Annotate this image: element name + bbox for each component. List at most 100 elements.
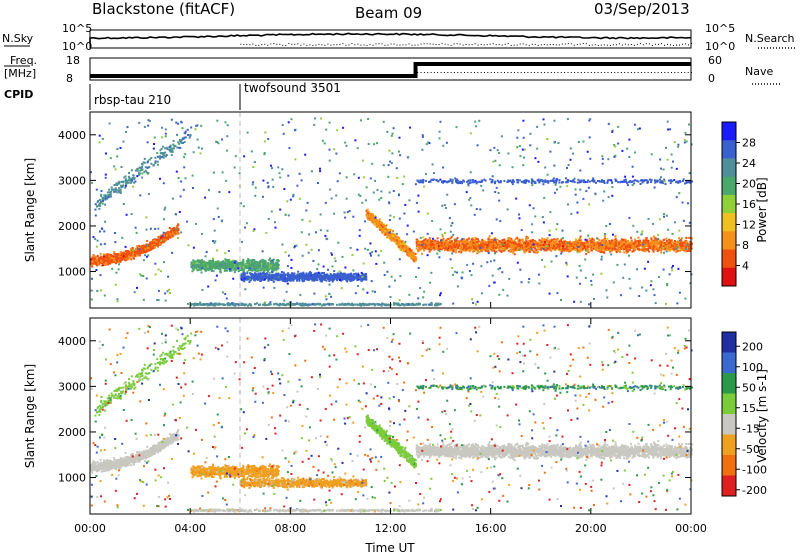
power-point xyxy=(320,280,322,282)
nave-point xyxy=(521,72,522,73)
noise-search-point xyxy=(342,43,343,44)
nave-point xyxy=(574,72,575,73)
noise-search-point xyxy=(382,43,383,44)
noise-left-tick-bottom: 10^0 xyxy=(62,40,92,53)
power-point xyxy=(99,199,101,201)
noise-search-point xyxy=(276,44,277,45)
nave-point xyxy=(578,72,579,73)
power-point xyxy=(97,255,99,257)
noise-search-point xyxy=(418,45,419,46)
nave-point xyxy=(434,72,435,73)
power-point xyxy=(165,237,167,239)
nave-point xyxy=(691,72,692,73)
power-point xyxy=(125,183,127,185)
power-point xyxy=(145,166,147,168)
power-point xyxy=(201,272,203,274)
power-point xyxy=(191,261,193,263)
power-point xyxy=(259,272,261,274)
power-point xyxy=(133,258,135,260)
nave-point xyxy=(404,74,405,75)
nave-point xyxy=(137,74,138,75)
nave-point xyxy=(628,72,629,73)
freq-label-2: [MHz] xyxy=(4,67,36,80)
power-point xyxy=(142,164,144,166)
nave-point xyxy=(594,72,595,73)
nave-point xyxy=(204,74,205,75)
power-point xyxy=(170,232,172,234)
power-point xyxy=(271,271,273,273)
power-point xyxy=(156,152,158,154)
noise-search-point xyxy=(348,45,349,46)
power-point xyxy=(308,275,310,277)
power-point xyxy=(341,275,343,277)
power-point xyxy=(91,266,93,268)
power-point xyxy=(122,184,124,186)
power-point xyxy=(276,259,278,261)
noise-search-point xyxy=(370,44,371,45)
power-point xyxy=(169,146,171,148)
power-point xyxy=(113,261,115,263)
power-point xyxy=(379,226,381,228)
noise-search-point xyxy=(580,44,581,45)
power-point xyxy=(238,263,240,265)
power-point xyxy=(231,265,233,267)
power-point xyxy=(259,262,261,264)
noise-search-point xyxy=(315,45,316,46)
nave-point xyxy=(534,72,535,73)
power-point xyxy=(121,181,123,183)
noise-search-point xyxy=(550,44,551,45)
noise-search-point xyxy=(463,45,464,46)
noise-search-point xyxy=(454,43,455,44)
power-point xyxy=(166,234,168,236)
nave-point xyxy=(394,74,395,75)
power-point xyxy=(104,204,106,206)
noise-search-point xyxy=(421,44,422,45)
noise-search-point xyxy=(330,45,331,46)
nave-point xyxy=(551,72,552,73)
nave-point xyxy=(174,74,175,75)
power-point xyxy=(121,257,123,259)
noise-search-point xyxy=(391,44,392,45)
nave-point xyxy=(658,72,659,73)
power-point xyxy=(262,265,264,267)
nave-point xyxy=(230,74,231,75)
freq-label-1: Freq. xyxy=(10,54,37,67)
power-point xyxy=(364,276,366,278)
power-point xyxy=(298,278,300,280)
power-point xyxy=(626,250,628,252)
nave-point xyxy=(681,72,682,73)
power-point xyxy=(678,237,680,239)
nave-point xyxy=(668,72,669,73)
nave-point xyxy=(260,74,261,75)
power-point xyxy=(244,272,246,274)
power-point xyxy=(172,228,174,230)
nave-point xyxy=(424,72,425,73)
power-point xyxy=(333,270,335,272)
power-point xyxy=(265,261,267,263)
power-point xyxy=(381,222,383,224)
nave-point xyxy=(300,74,301,75)
power-point xyxy=(197,269,199,271)
nave-point xyxy=(441,72,442,73)
power-point xyxy=(147,161,149,163)
power-point xyxy=(402,245,404,247)
power-point xyxy=(241,269,243,271)
nave-point xyxy=(618,72,619,73)
power-point xyxy=(384,234,386,236)
power-point xyxy=(187,134,189,136)
power-point xyxy=(382,226,384,228)
nave-point xyxy=(571,72,572,73)
power-point xyxy=(160,152,162,154)
noise-search-point xyxy=(502,45,503,46)
noise-search-point xyxy=(472,44,473,45)
nave-point xyxy=(270,74,271,75)
power-point xyxy=(293,277,295,279)
power-point xyxy=(580,236,582,238)
noise-search-point xyxy=(291,44,292,45)
power-point xyxy=(330,277,332,279)
nave-point xyxy=(227,74,228,75)
station-title: Blackstone (fitACF) xyxy=(92,0,235,18)
noise-search-point xyxy=(616,44,617,45)
power-point xyxy=(203,268,205,270)
nave-point xyxy=(244,74,245,75)
